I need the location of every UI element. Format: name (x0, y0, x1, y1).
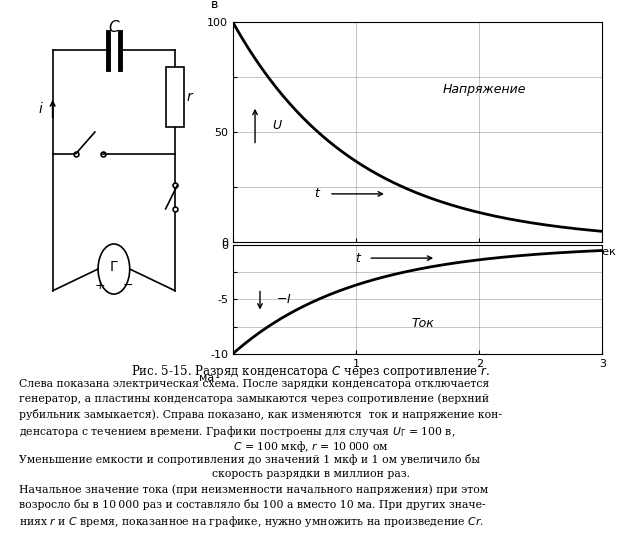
Text: возросло бы в 10 000 раз и составляло бы 100 а вместо 10 ма. При других значе-: возросло бы в 10 000 раз и составляло бы… (19, 499, 485, 510)
Text: Г: Г (110, 260, 118, 275)
Text: скорость разрядки в миллион раз.: скорость разрядки в миллион раз. (212, 469, 409, 479)
Text: ниях $r$ и $C$ время, показанное на графике, нужно умножить на произведение $Cr$: ниях $r$ и $C$ время, показанное на граф… (19, 514, 484, 529)
Text: рубильник замыкается). Справа показано, как изменяются  ток и напряжение кон-: рубильник замыкается). Справа показано, … (19, 409, 502, 420)
Text: Начальное значение тока (при неизменности начального напряжения) при этом: Начальное значение тока (при неизменност… (19, 484, 487, 495)
Text: −: − (122, 279, 133, 292)
Text: $r$: $r$ (186, 90, 194, 104)
Text: +: + (95, 279, 106, 292)
Text: $-I$: $-I$ (276, 293, 292, 306)
Text: Рис. 5-15. Разряд конденсатора $C$ через сопротивление $r$.: Рис. 5-15. Разряд конденсатора $C$ через… (131, 363, 490, 380)
Text: денсатора с течением времени. Графики построены для случая $U_\Gamma$ = 100 в,: денсатора с течением времени. Графики по… (19, 424, 455, 439)
Bar (166, 67, 184, 127)
Text: $t$: $t$ (314, 187, 322, 201)
Text: $C$ = 100 мкф, $r$ = 10 000 ом: $C$ = 100 мкф, $r$ = 10 000 ом (233, 439, 388, 454)
Text: Уменьшение емкости и сопротивления до значений 1 мкф и 1 ом увеличило бы: Уменьшение емкости и сопротивления до зн… (19, 454, 479, 465)
Text: в: в (211, 0, 218, 11)
Text: $i$: $i$ (38, 101, 44, 116)
Text: ма: ма (199, 373, 215, 383)
Text: Ток: Ток (412, 316, 434, 330)
Text: генератор, а пластины конденсатора замыкаются через сопротивление (верхний: генератор, а пластины конденсатора замык… (19, 394, 489, 404)
Text: Напряжение: Напряжение (442, 82, 526, 96)
Text: $U$: $U$ (272, 119, 283, 132)
Text: Слева показана электрическая схема. После зарядки конденсатора отключается: Слева показана электрическая схема. Посл… (19, 379, 489, 389)
Text: $C$: $C$ (107, 19, 120, 35)
Text: $t$: $t$ (355, 252, 362, 265)
